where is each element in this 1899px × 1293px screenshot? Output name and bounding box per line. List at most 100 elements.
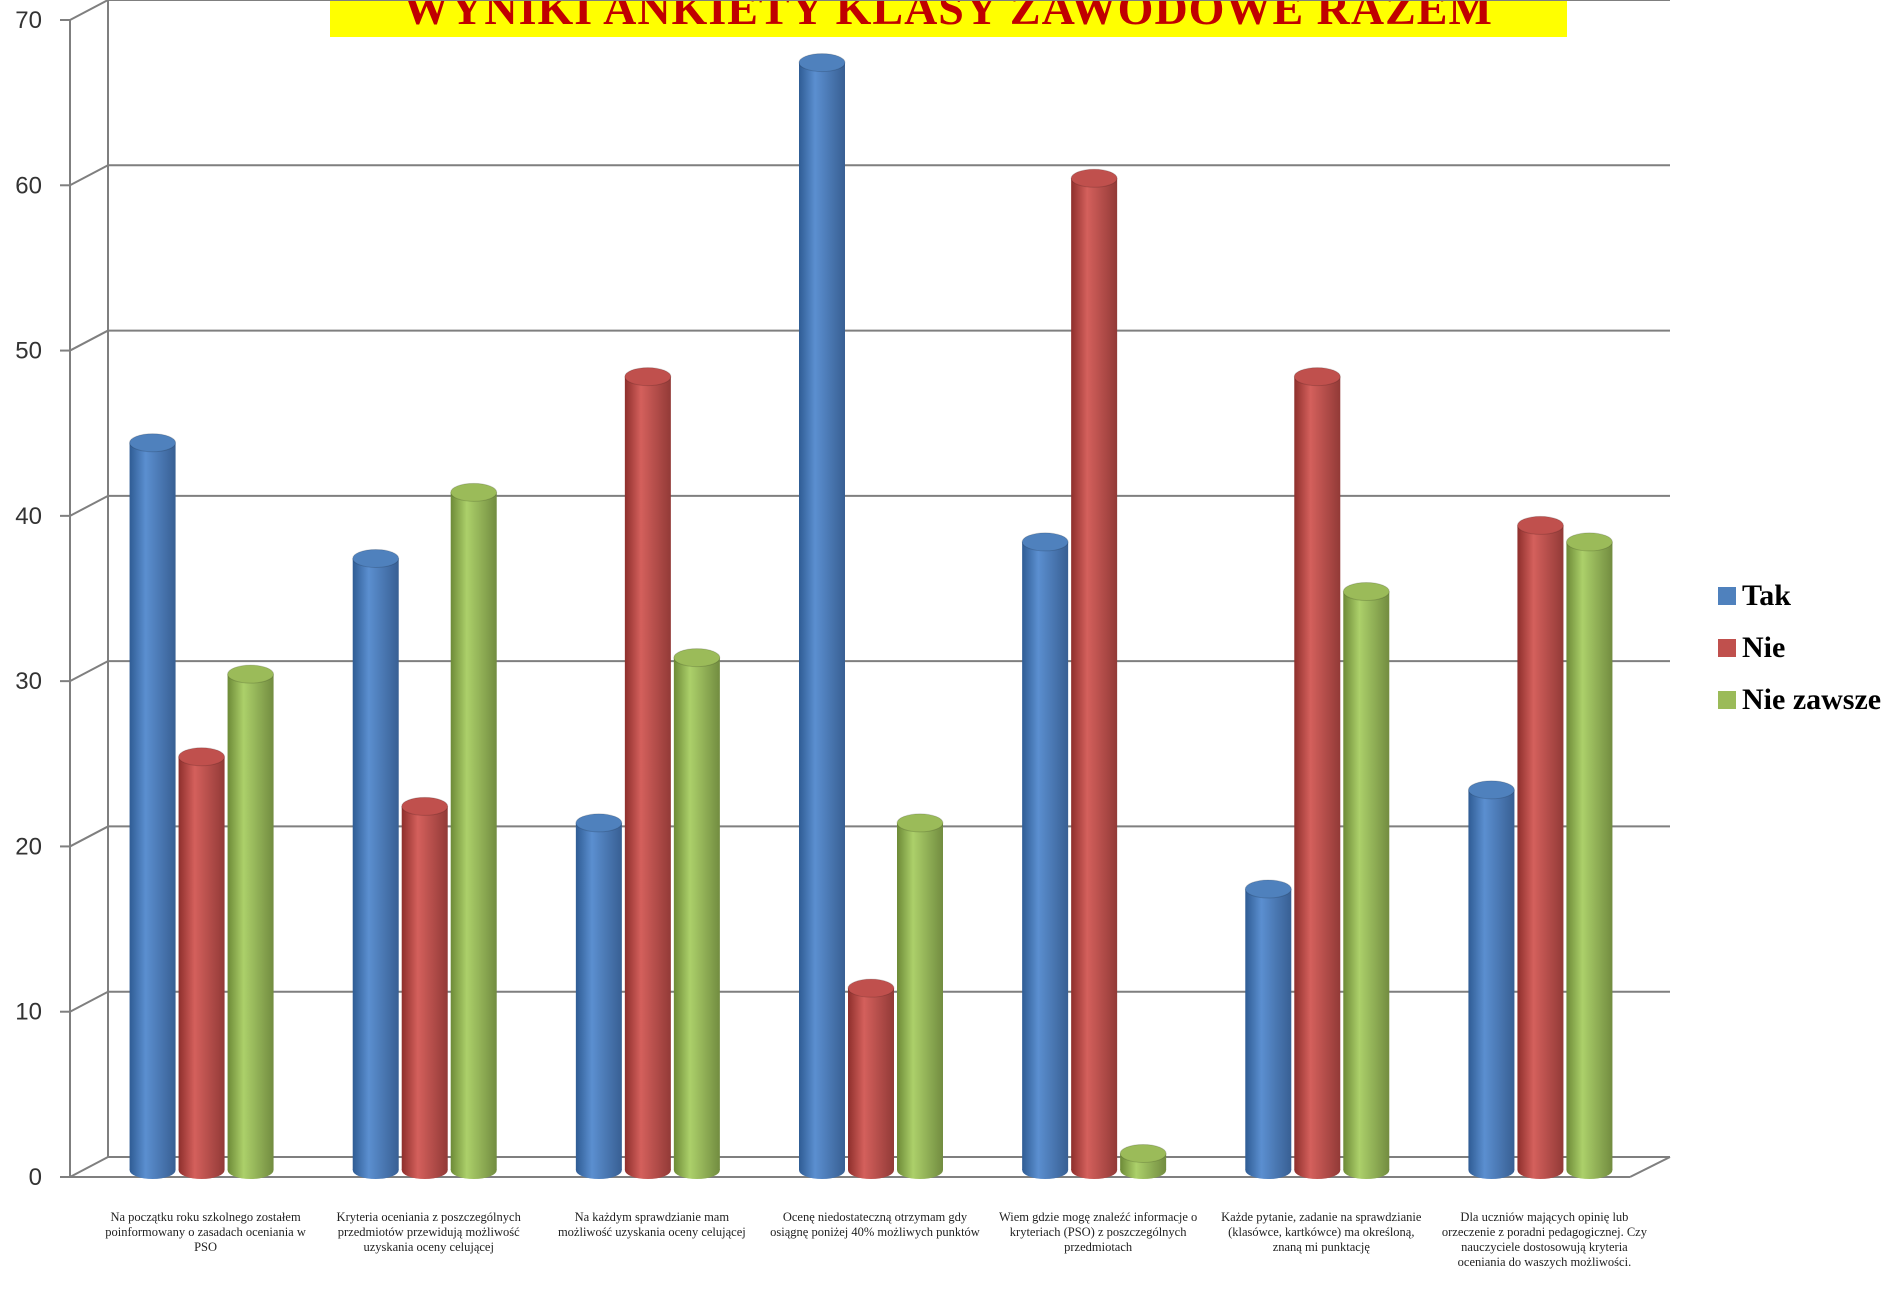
bar	[451, 483, 497, 1179]
bar-base	[1120, 1161, 1166, 1179]
bar-base	[897, 1161, 943, 1179]
bar-body	[1245, 889, 1291, 1170]
bar-base	[1517, 1161, 1563, 1179]
bar-top	[1343, 583, 1389, 601]
bar	[625, 368, 671, 1179]
bar	[897, 814, 943, 1179]
gridline-side	[70, 331, 108, 351]
bar	[848, 979, 894, 1179]
bar-base	[402, 1161, 448, 1179]
gridline-side	[70, 165, 108, 185]
x-category-label: Kryteria oceniania z poszczególnych prze…	[324, 1210, 534, 1255]
legend-label: Nie zawsze	[1742, 683, 1881, 717]
bar-top	[1294, 368, 1340, 386]
bar-body	[353, 558, 399, 1170]
bar-base	[848, 1161, 894, 1179]
bar-top	[1245, 880, 1291, 898]
legend-swatch-tak	[1718, 587, 1736, 605]
bar-top	[1468, 781, 1514, 799]
y-tick-label: 50	[15, 338, 42, 365]
legend-swatch-nie-zawsze	[1718, 691, 1736, 709]
bar-body	[576, 823, 622, 1170]
x-category-label: Dla uczniów mających opinię lub orzeczen…	[1439, 1210, 1649, 1270]
legend-label: Tak	[1742, 579, 1791, 613]
bar-body	[1022, 542, 1068, 1170]
bar-top	[179, 748, 225, 766]
bar	[1245, 880, 1291, 1179]
bar-base	[1294, 1161, 1340, 1179]
y-tick-label: 30	[15, 668, 42, 695]
bar	[1468, 781, 1514, 1179]
y-tick-label: 40	[15, 503, 42, 530]
bar-base	[179, 1161, 225, 1179]
y-tick-label: 70	[15, 7, 42, 34]
bar	[1517, 516, 1563, 1179]
bar-body	[1071, 178, 1117, 1170]
y-tick-label: 20	[15, 833, 42, 860]
gridline-side	[70, 661, 108, 681]
legend: Tak Nie Nie zawsze	[1718, 570, 1881, 726]
legend-label: Nie	[1742, 631, 1785, 665]
bar-body	[897, 823, 943, 1170]
x-category-label: Każde pytanie, zadanie na sprawdzianie (…	[1216, 1210, 1426, 1255]
bar-top	[897, 814, 943, 832]
bar	[576, 814, 622, 1179]
y-tick-label: 10	[15, 999, 42, 1026]
bar-body	[1468, 790, 1514, 1170]
bar	[402, 797, 448, 1179]
bar	[1343, 583, 1389, 1180]
legend-swatch-nie	[1718, 639, 1736, 657]
chart-title: WYNIKI ANKIETY KLASY ZAWODOWE RAZEM	[403, 0, 1493, 34]
bar-base	[1245, 1161, 1291, 1179]
bar	[674, 649, 720, 1179]
bar-base	[799, 1161, 845, 1179]
bar-top	[451, 483, 497, 501]
bar-body	[402, 806, 448, 1170]
bar-body	[179, 757, 225, 1170]
bar-base	[1343, 1161, 1389, 1179]
y-tick-label: 0	[29, 1164, 42, 1191]
y-tick-label: 60	[15, 172, 42, 199]
bar-base	[451, 1161, 497, 1179]
bar-base	[353, 1161, 399, 1179]
gridline-side	[70, 826, 108, 846]
bar-top	[1566, 533, 1612, 551]
bar-body	[130, 443, 176, 1170]
bar-base	[576, 1161, 622, 1179]
legend-item-nie: Nie	[1718, 622, 1881, 674]
bar	[1294, 368, 1340, 1179]
legend-item-tak: Tak	[1718, 570, 1881, 622]
gridline-side	[70, 0, 108, 20]
bar	[1120, 1144, 1166, 1179]
bar	[799, 54, 845, 1179]
x-category-label: Na początku roku szkolnego zostałem poin…	[101, 1210, 311, 1255]
bar	[1071, 169, 1117, 1179]
bar-base	[1566, 1161, 1612, 1179]
bar	[228, 665, 274, 1179]
bar	[179, 748, 225, 1179]
bar-body	[625, 377, 671, 1170]
bar-top	[1120, 1144, 1166, 1162]
bar-body	[1566, 542, 1612, 1170]
bar	[353, 549, 399, 1179]
bar-body	[451, 492, 497, 1170]
bar-body	[1294, 377, 1340, 1170]
bar-top	[1071, 169, 1117, 187]
bar-body	[1517, 525, 1563, 1170]
bar-top	[402, 797, 448, 815]
bar	[1022, 533, 1068, 1179]
bar-base	[1022, 1161, 1068, 1179]
bar-top	[130, 434, 176, 452]
bar-body	[799, 63, 845, 1170]
bar	[1566, 533, 1612, 1179]
bar-base	[130, 1161, 176, 1179]
bar-top	[576, 814, 622, 832]
bar-top	[228, 665, 274, 683]
bar-base	[674, 1161, 720, 1179]
bar-top	[799, 54, 845, 72]
bar-top	[674, 649, 720, 667]
gridline-side	[70, 496, 108, 516]
bar-body	[228, 674, 274, 1170]
bar-top	[848, 979, 894, 997]
